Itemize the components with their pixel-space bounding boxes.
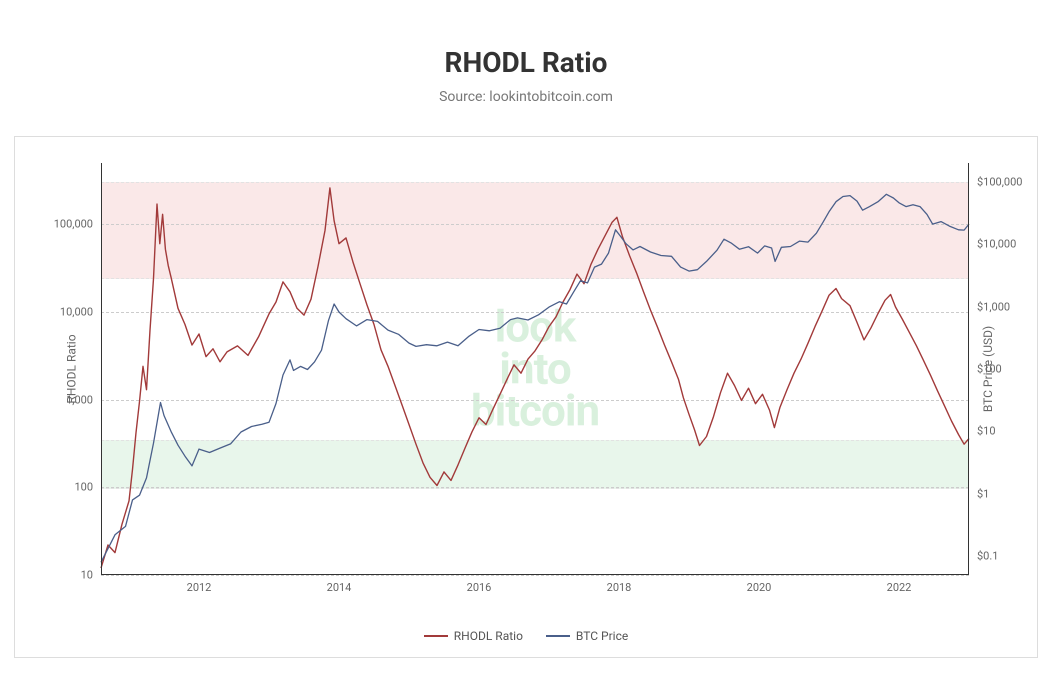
x-tick: 2014 — [327, 575, 352, 594]
legend-item-btc[interactable]: BTC Price — [546, 629, 628, 643]
page: RHODL Ratio Source: lookintobitcoin.com … — [0, 0, 1052, 700]
legend-label: RHODL Ratio — [454, 629, 523, 643]
axis-right — [968, 163, 969, 575]
series-rhodl-ratio — [101, 188, 969, 568]
y-tick-left: 10 — [81, 569, 101, 582]
chart-frame: look into bitcoin 101001,00010,000100,00… — [14, 136, 1038, 658]
legend: RHODL Ratio BTC Price — [15, 626, 1037, 643]
y-tick-right: $10 — [969, 425, 996, 438]
y-tick-right: $1,000 — [969, 300, 1010, 313]
legend-item-rhodl[interactable]: RHODL Ratio — [424, 629, 523, 643]
axis-bottom — [101, 574, 969, 575]
axis-left — [101, 163, 102, 575]
y-tick-right: $1 — [969, 487, 989, 500]
series-layer — [101, 163, 969, 575]
y-tick-left: 10,000 — [60, 305, 101, 318]
series-btc-price — [101, 194, 969, 562]
legend-swatch — [424, 635, 448, 637]
legend-label: BTC Price — [576, 629, 628, 643]
y-tick-left: 100 — [74, 481, 101, 494]
y-tick-right: $10,000 — [969, 238, 1016, 251]
y-tick-right: $100,000 — [969, 175, 1022, 188]
y-axis-label-left: RHODL Ratio — [65, 334, 79, 403]
x-tick: 2018 — [607, 575, 632, 594]
x-tick: 2016 — [467, 575, 492, 594]
x-tick: 2022 — [887, 575, 912, 594]
legend-swatch — [546, 635, 570, 637]
y-tick-right: $0.1 — [969, 550, 998, 563]
plot-area: look into bitcoin 101001,00010,000100,00… — [101, 163, 969, 575]
x-tick: 2012 — [187, 575, 212, 594]
x-tick: 2020 — [747, 575, 772, 594]
chart-title: RHODL Ratio — [0, 0, 1052, 79]
y-tick-left: 100,000 — [54, 218, 101, 231]
gridline — [101, 575, 969, 576]
y-axis-label-right: BTC Price (USD) — [981, 326, 995, 412]
chart-subtitle: Source: lookintobitcoin.com — [0, 89, 1052, 105]
